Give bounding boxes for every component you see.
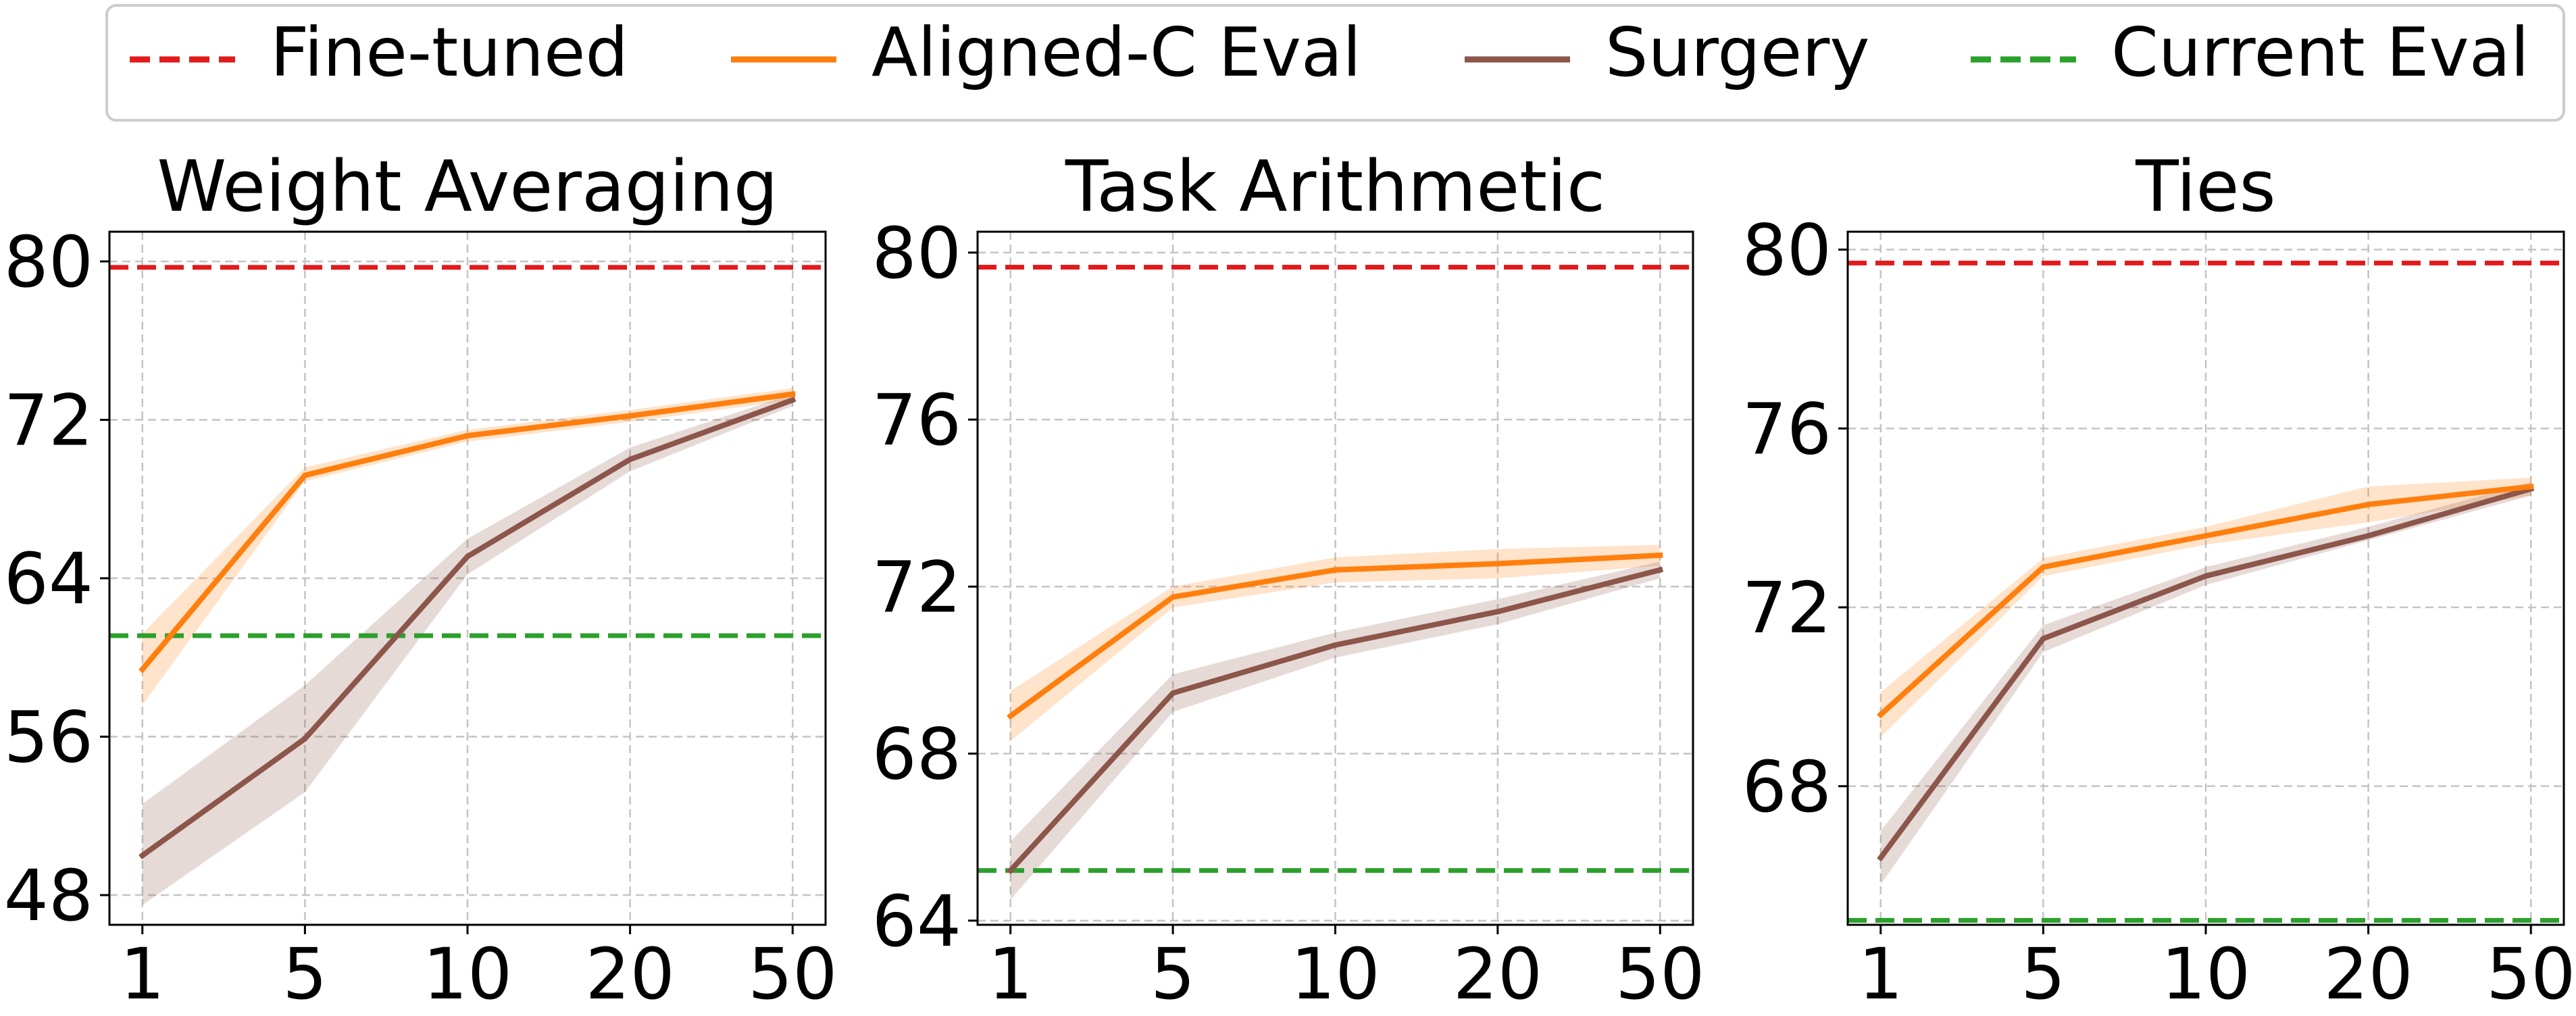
point-aligned-c-eval [139,666,145,672]
x-tick-label: 50 [748,933,837,1015]
point-surgery [1657,567,1663,573]
subplot-title: Task Arithmetic [1065,145,1605,228]
legend-label-surgery: Surgery [1605,13,1870,92]
point-aligned-c-eval [1494,561,1500,567]
legend-label-current-eval: Current Eval [2111,13,2529,92]
point-surgery [1877,855,1884,861]
point-surgery [1007,867,1013,873]
x-tick-label: 1 [1859,933,1903,1015]
point-aligned-c-eval [790,391,796,397]
legend-entry-surgery: Surgery [1465,13,1870,92]
subplot-weight-averaging: Weight Averaging 1 5 10 20 50 48 56 64 72 80 [4,145,838,1015]
x-tick-label: 10 [2161,933,2250,1015]
point-aligned-c-eval [1657,553,1663,559]
point-aligned-c-eval [1170,594,1176,600]
band-aligned-c-eval [1010,544,1661,742]
grid [978,232,1693,925]
band-aligned-c-eval [142,388,793,705]
y-tick-label: 76 [872,379,961,461]
x-tick-label: 50 [2486,933,2575,1015]
point-surgery [1170,690,1176,696]
x-tick-label: 5 [2021,933,2065,1015]
y-tick-label: 72 [1742,567,1832,649]
subplot-title: Weight Averaging [157,145,778,228]
point-surgery [465,553,470,559]
y-tick-label: 68 [872,713,961,796]
legend-label-fine-tuned: Fine-tuned [270,13,628,92]
point-aligned-c-eval [1007,713,1013,719]
y-tick-label: 76 [1742,388,1832,470]
y-tick-label: 64 [872,880,961,963]
x-tick-label: 20 [585,933,674,1015]
subplot-ties: Ties 1 5 10 20 50 68 72 76 80 [1742,145,2576,1015]
legend-entry-current-eval: Current Eval [1971,13,2529,92]
point-surgery [790,397,796,403]
x-tick-label: 5 [282,933,327,1015]
point-aligned-c-eval [465,432,470,438]
grid [109,232,826,925]
y-tick-label: 80 [872,212,961,295]
y-tick-label: 72 [872,546,961,628]
point-aligned-c-eval [2040,564,2046,570]
point-surgery [302,736,308,742]
subplot-title: Ties [2135,145,2275,228]
x-tick-label: 1 [988,933,1033,1015]
grid [1848,232,2564,925]
band-surgery [142,394,793,905]
x-tick-label: 5 [1151,933,1195,1015]
legend-label-aligned-c-eval: Aligned-C Eval [872,13,1361,92]
y-tick-label: 72 [4,379,93,461]
point-aligned-c-eval [2365,501,2371,507]
x-tick-label: 50 [1615,933,1704,1015]
x-tick-label: 10 [423,933,512,1015]
point-aligned-c-eval [2528,484,2534,490]
x-tick-label: 20 [1453,933,1542,1015]
point-aligned-c-eval [627,413,633,419]
y-tick-label: 56 [4,696,93,779]
y-tick-label: 80 [1742,209,1832,291]
point-surgery [2040,636,2046,642]
point-surgery [139,853,145,859]
x-tick-label: 10 [1290,933,1380,1015]
point-surgery [1332,642,1338,648]
y-tick-label: 68 [1742,746,1832,828]
y-tick-label: 64 [4,538,93,620]
point-surgery [2203,573,2208,579]
point-surgery [2365,533,2371,539]
subplot-task-arithmetic: Task Arithmetic 1 5 10 20 50 64 68 72 76 80 [872,145,1705,1015]
point-aligned-c-eval [2203,533,2208,539]
x-tick-label: 1 [120,933,165,1015]
legend-entry-fine-tuned: Fine-tuned [130,13,628,92]
point-aligned-c-eval [1877,711,1884,717]
point-aligned-c-eval [1332,567,1338,573]
point-surgery [1494,609,1500,615]
band-aligned-c-eval [1880,478,2531,737]
point-surgery [627,457,633,463]
x-tick-label: 20 [2323,933,2413,1015]
y-tick-label: 80 [4,221,93,303]
point-aligned-c-eval [302,472,308,478]
legend-entry-aligned-c-eval: Aligned-C Eval [731,13,1361,92]
y-tick-label: 48 [4,855,93,937]
legend: Fine-tuned Aligned-C Eval Surgery Current E… [105,4,2565,122]
legend-frame [105,4,2565,122]
